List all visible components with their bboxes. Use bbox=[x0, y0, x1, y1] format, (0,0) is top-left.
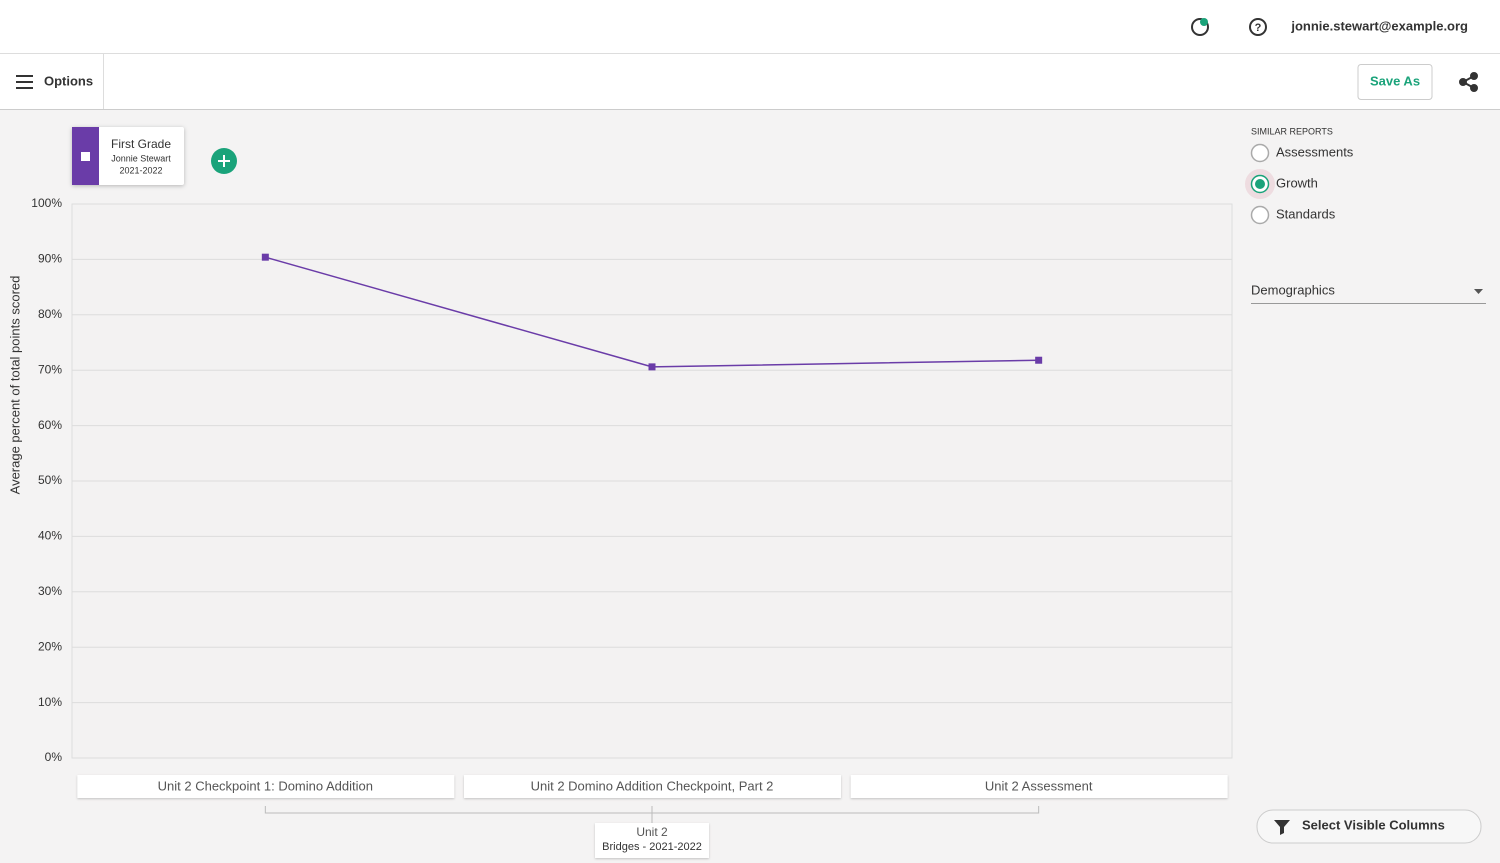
help-icon[interactable]: ? bbox=[1249, 18, 1267, 36]
radio-group: Assessments Growth Standards bbox=[1245, 143, 1354, 225]
dropdown-arrow[interactable] bbox=[1474, 289, 1483, 294]
group-sublabel: Bridges - 2021-2022 bbox=[602, 841, 702, 853]
data-point[interactable] bbox=[1035, 356, 1043, 364]
select-columns-button[interactable] bbox=[1256, 809, 1482, 844]
x-tick-label: Unit 2 Assessment bbox=[985, 778, 1093, 793]
legend-owner: Jonnie Stewart bbox=[111, 153, 171, 163]
save-as-label[interactable]: Save As bbox=[1370, 73, 1420, 88]
group-bracket bbox=[264, 806, 1040, 823]
add-button[interactable] bbox=[211, 148, 237, 174]
data-point[interactable] bbox=[648, 363, 656, 371]
y-tick-label: 0% bbox=[45, 750, 63, 764]
menu-icon[interactable] bbox=[16, 75, 33, 89]
category-box bbox=[850, 775, 1228, 798]
share-icon[interactable] bbox=[1459, 72, 1478, 92]
y-tick-label: 60% bbox=[38, 418, 62, 432]
y-tick-label: 80% bbox=[38, 307, 62, 321]
y-tick-label: 90% bbox=[38, 252, 62, 266]
svg-text:?: ? bbox=[1255, 22, 1262, 34]
select-columns-label[interactable]: Select Visible Columns bbox=[1302, 817, 1445, 832]
group-box bbox=[595, 823, 709, 858]
y-axis-label: Average percent of total points scored bbox=[7, 276, 22, 495]
radio[interactable] bbox=[1250, 143, 1270, 163]
legend-name: First Grade bbox=[111, 137, 171, 151]
face-icon[interactable] bbox=[1191, 18, 1209, 36]
group-label: Unit 2 bbox=[636, 825, 668, 839]
x-tick-label: Unit 2 Domino Addition Checkpoint, Part … bbox=[531, 778, 774, 793]
demographics-label[interactable]: Demographics bbox=[1251, 282, 1335, 297]
user-email[interactable]: jonnie.stewart@example.org bbox=[1290, 18, 1468, 33]
y-tick-label: 20% bbox=[38, 639, 62, 653]
top-bar bbox=[0, 0, 1500, 53]
radio[interactable] bbox=[1250, 205, 1270, 225]
similar-reports-title: SIMILAR REPORTS bbox=[1251, 126, 1333, 136]
radio-label[interactable]: Growth bbox=[1276, 175, 1318, 190]
y-tick-label: 50% bbox=[38, 473, 62, 487]
y-tick-label: 10% bbox=[38, 695, 62, 709]
radio-label[interactable]: Assessments bbox=[1276, 144, 1354, 159]
y-tick-label: 40% bbox=[38, 529, 62, 543]
save-as-button[interactable] bbox=[1357, 64, 1433, 100]
radio-label[interactable]: Standards bbox=[1276, 206, 1336, 221]
options-label[interactable]: Options bbox=[44, 73, 93, 88]
y-tick-label: 30% bbox=[38, 584, 62, 598]
y-tick-label: 100% bbox=[31, 196, 62, 210]
legend-year: 2021-2022 bbox=[119, 165, 162, 175]
data-point[interactable] bbox=[261, 253, 269, 261]
x-tick-label: Unit 2 Checkpoint 1: Domino Addition bbox=[158, 778, 373, 793]
radio-dot bbox=[1255, 179, 1265, 189]
toolbar bbox=[0, 54, 1500, 109]
legend-card[interactable]: First Grade Jonnie Stewart 2021-2022 bbox=[72, 127, 184, 185]
category-box bbox=[464, 775, 841, 798]
category-box bbox=[77, 775, 455, 798]
y-tick-label: 70% bbox=[38, 362, 62, 376]
chart: 0% 10% 20% 30% 40% 50% 60% 70% 80% 90% 100% Unit 2 … bbox=[31, 196, 1232, 858]
filter-icon[interactable] bbox=[1274, 820, 1290, 835]
